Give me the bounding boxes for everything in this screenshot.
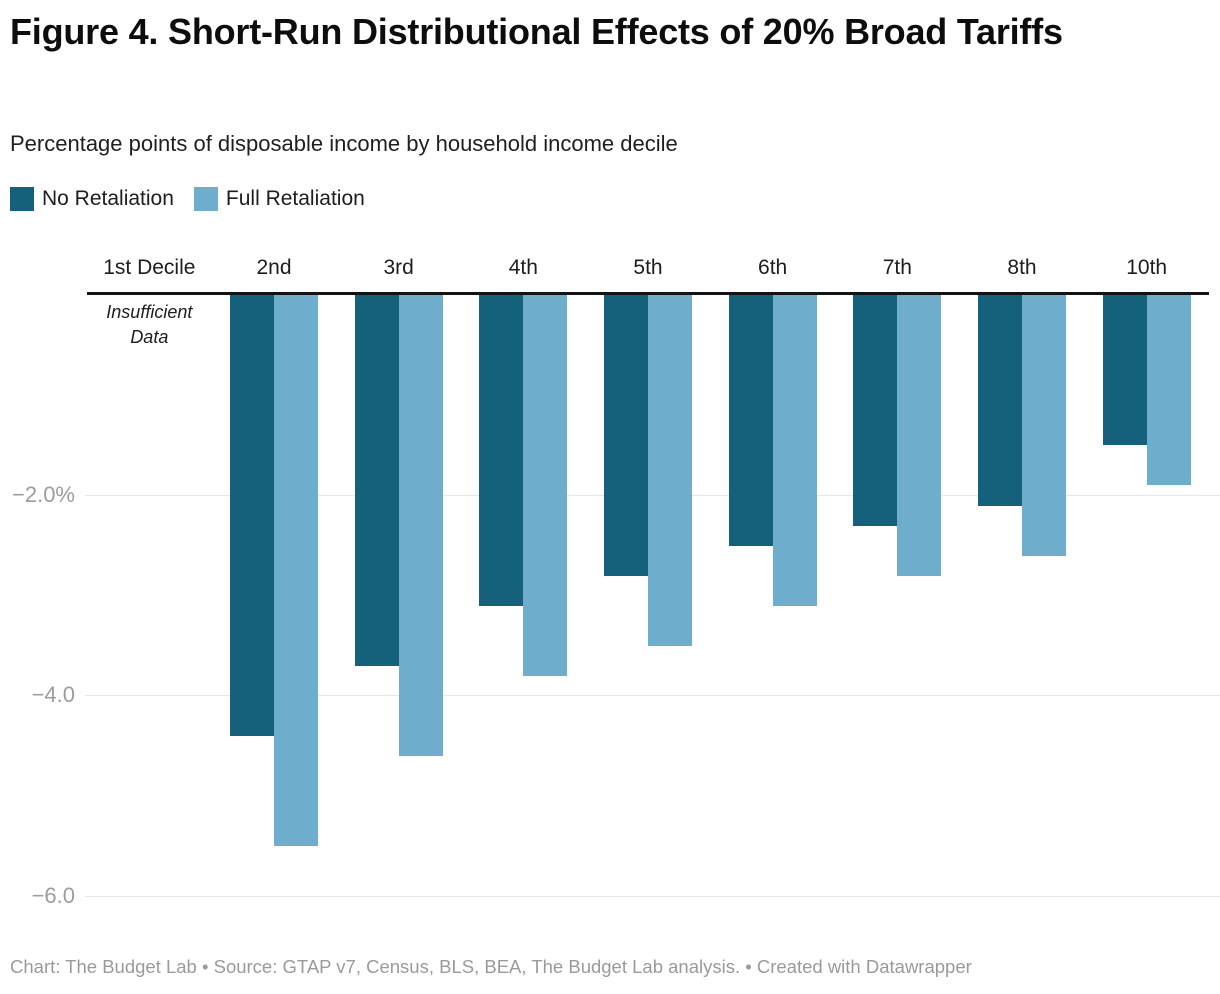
x-axis-category-label: 7th <box>882 256 912 279</box>
bar-no-retaliation <box>479 295 524 606</box>
x-axis-category-label: 2nd <box>256 256 292 279</box>
gridline <box>85 695 1220 696</box>
bar-full-retaliation <box>772 295 817 606</box>
chart-subtitle: Percentage points of disposable income b… <box>10 131 678 156</box>
bar-no-retaliation <box>728 295 773 546</box>
bar-full-retaliation <box>897 295 942 576</box>
bar-no-retaliation <box>604 295 648 576</box>
y-axis-tick-label: −2.0% <box>12 481 75 507</box>
bar-full-retaliation <box>274 295 318 847</box>
legend-swatch-no-retaliation <box>10 187 34 211</box>
bar-full-retaliation <box>648 295 692 646</box>
bar-no-retaliation <box>978 295 1022 506</box>
legend: No Retaliation Full Retaliation <box>10 187 365 211</box>
legend-swatch-full-retaliation <box>193 187 218 211</box>
y-axis-tick-label: −6.0 <box>31 882 75 908</box>
bar-full-retaliation <box>1146 295 1191 486</box>
chart-footer: Chart: The Budget Lab • Source: GTAP v7,… <box>10 956 972 977</box>
x-axis-category-label: 4th <box>508 256 538 279</box>
insufficient-data-line: Data <box>130 327 169 348</box>
legend-label-full-retaliation: Full Retaliation <box>225 187 365 210</box>
legend-item-full-retaliation: Full Retaliation <box>193 187 365 211</box>
x-axis-category-label: 3rd <box>383 256 414 279</box>
y-axis-tick-label: −4.0 <box>31 682 75 707</box>
bar-no-retaliation <box>230 295 274 737</box>
chart-title: Figure 4. Short-Run Distributional Effec… <box>10 11 1063 52</box>
bar-full-retaliation <box>398 295 443 757</box>
bar-no-retaliation <box>1102 295 1147 446</box>
x-axis-category-label: 6th <box>758 256 788 279</box>
bar-no-retaliation <box>354 295 399 666</box>
bar-no-retaliation <box>853 295 898 526</box>
insufficient-data-line: Insufficient <box>106 302 193 322</box>
legend-item-no-retaliation: No Retaliation <box>10 187 174 211</box>
gridline <box>85 895 1220 897</box>
legend-label-no-retaliation: No Retaliation <box>42 187 174 210</box>
x-axis-category-label: 1st Decile <box>103 256 196 279</box>
bar-full-retaliation <box>1022 295 1066 556</box>
insufficient-data-note: Insufficient Data <box>59 300 239 350</box>
x-axis-baseline <box>87 292 1209 295</box>
x-axis-category-label: 5th <box>633 256 663 279</box>
x-axis-category-label: 8th <box>1007 256 1037 279</box>
bar-full-retaliation <box>523 295 568 676</box>
x-axis-category-label: 10th <box>1126 256 1168 279</box>
